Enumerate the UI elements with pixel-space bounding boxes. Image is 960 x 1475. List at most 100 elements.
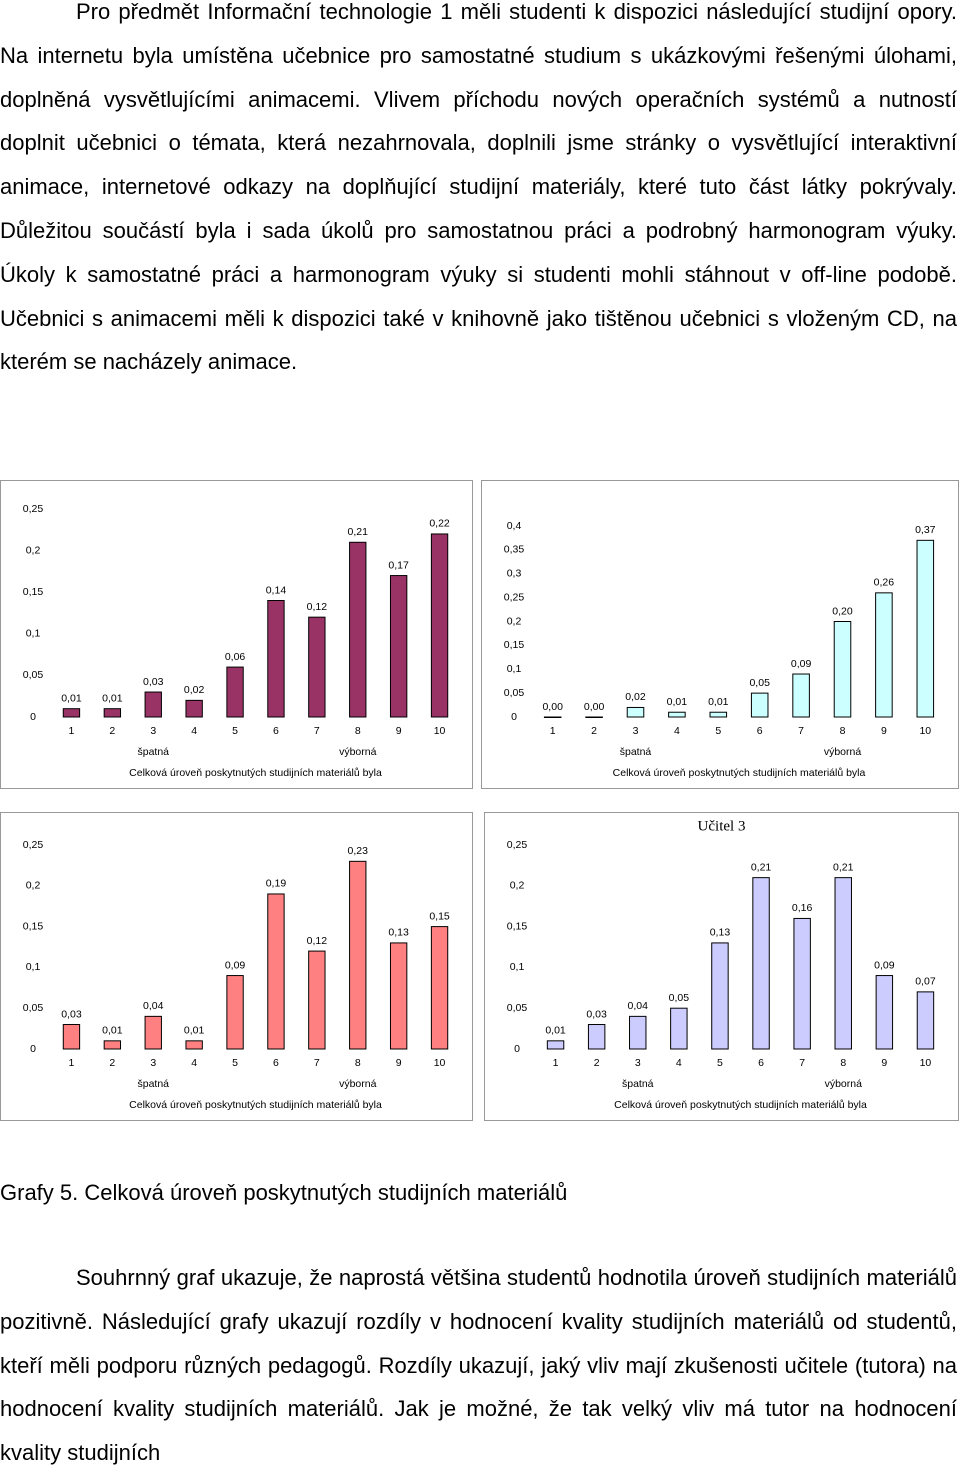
- bar: [430, 533, 449, 718]
- caption: Grafy 5. Celková úroveň poskytnutých stu…: [0, 1180, 568, 1205]
- x-tick-label: 5: [232, 725, 238, 737]
- value-label: 0,14: [266, 584, 287, 596]
- x-tick-label: 4: [674, 725, 680, 737]
- bar: [389, 575, 408, 718]
- x-tick-label: 5: [232, 1057, 238, 1069]
- y-tick-label: 0,25: [23, 839, 44, 851]
- y-tick-label: 0: [514, 1043, 520, 1055]
- chart-box: 0 0,05 0,1 0,15 0,2 0,25 1 0,03 2 0,01 3 0,04 4 0,01 5…: [0, 812, 473, 1121]
- value-label: 0,09: [874, 959, 895, 971]
- bar: [629, 1015, 647, 1050]
- x-tick-label: 10: [434, 1057, 446, 1069]
- value-label: 0,07: [915, 976, 936, 988]
- bar: [144, 691, 162, 718]
- x-tick-label: 4: [676, 1057, 682, 1069]
- x-label-right: výborná: [825, 1078, 863, 1090]
- y-tick-label: 0: [30, 711, 36, 723]
- bar: [267, 600, 285, 718]
- bar: [711, 942, 729, 1050]
- bar: [875, 975, 894, 1050]
- x-tick-label: 3: [150, 725, 156, 737]
- bar: [585, 716, 603, 718]
- value-label: 0,12: [307, 601, 328, 613]
- value-label: 0,12: [307, 935, 328, 947]
- x-tick-label: 5: [715, 725, 721, 737]
- x-tick-label: 4: [191, 725, 197, 737]
- x-tick-label: 10: [920, 1057, 932, 1069]
- y-tick-label: 0,4: [507, 520, 522, 532]
- chart: Učitel 3 0 0,05 0,1 0,15 0,2 0,25 1 0,01 2 0,03 3 0,…: [507, 818, 936, 1110]
- x-tick-label: 5: [717, 1057, 723, 1069]
- bar: [626, 706, 645, 718]
- value-label: 0,01: [184, 1025, 205, 1037]
- y-tick-label: 0,05: [504, 687, 525, 699]
- x-tick-label: 1: [69, 725, 75, 737]
- value-label: 0,37: [915, 524, 936, 536]
- value-label: 0,05: [749, 677, 770, 689]
- x-tick-label: 6: [273, 725, 279, 737]
- x-tick-label: 2: [591, 725, 597, 737]
- x-tick-label: 7: [798, 725, 804, 737]
- x-axis-title: Celková úroveň poskytnutých studijních m…: [613, 767, 866, 779]
- bar: [543, 716, 562, 718]
- bar: [792, 673, 810, 718]
- bar: [750, 692, 769, 718]
- y-tick-label: 0,05: [507, 1002, 528, 1014]
- x-tick-label: 3: [633, 725, 639, 737]
- x-tick-label: 2: [109, 1057, 115, 1069]
- value-label: 0,01: [102, 692, 123, 704]
- x-label-left: špatná: [620, 746, 652, 758]
- x-tick-label: 7: [314, 725, 320, 737]
- y-tick-label: 0,2: [26, 544, 41, 556]
- bar: [670, 1007, 688, 1050]
- x-tick-label: 6: [758, 1057, 764, 1069]
- x-tick-label: 7: [799, 1057, 805, 1069]
- bar: [875, 592, 893, 718]
- bar: [144, 1015, 162, 1050]
- value-label: 0,01: [667, 696, 688, 708]
- bar: [226, 666, 244, 718]
- x-tick-label: 10: [919, 725, 931, 737]
- bar: [308, 616, 326, 718]
- x-tick-label: 9: [881, 1057, 887, 1069]
- value-label: 0,13: [388, 927, 409, 939]
- y-tick-label: 0,3: [507, 568, 522, 580]
- bar: [349, 541, 367, 718]
- y-tick-label: 0,2: [510, 880, 525, 892]
- x-axis-title: Celková úroveň poskytnutých studijních m…: [129, 767, 382, 779]
- y-tick-label: 0,1: [510, 961, 525, 973]
- value-label: 0,03: [143, 676, 164, 688]
- bar: [103, 708, 122, 718]
- y-tick-label: 0,05: [23, 1002, 44, 1014]
- bar: [267, 893, 285, 1050]
- value-label: 0,21: [751, 861, 772, 873]
- value-label: 0,02: [625, 691, 646, 703]
- x-tick-label: 6: [273, 1057, 279, 1069]
- paragraph: Souhrnný graf ukazuje, že naprostá větši…: [0, 1265, 957, 1466]
- bar: [349, 860, 367, 1050]
- value-label: 0,00: [542, 701, 563, 713]
- bar: [308, 950, 326, 1050]
- value-label: 0,02: [184, 684, 205, 696]
- x-tick-label: 8: [355, 725, 361, 737]
- value-label: 0,23: [348, 845, 369, 857]
- y-tick-label: 0,25: [504, 591, 525, 603]
- value-label: 0,15: [429, 910, 450, 922]
- x-tick-label: 9: [396, 725, 402, 737]
- bar: [546, 1040, 565, 1050]
- value-label: 0,03: [61, 1008, 82, 1020]
- value-label: 0,00: [584, 701, 605, 713]
- bar: [103, 1040, 122, 1050]
- bar: [668, 711, 686, 718]
- value-label: 0,26: [874, 577, 895, 589]
- x-tick-label: 3: [150, 1057, 156, 1069]
- x-tick-label: 10: [434, 725, 446, 737]
- bar: [793, 917, 811, 1050]
- y-tick-label: 0,15: [507, 920, 528, 932]
- value-label: 0,13: [710, 927, 731, 939]
- x-label-left: špatná: [137, 746, 169, 758]
- x-tick-label: 3: [635, 1057, 641, 1069]
- y-tick-label: 0,15: [23, 920, 44, 932]
- paragraph: Pro předmět Informační technologie 1 měl…: [0, 0, 957, 375]
